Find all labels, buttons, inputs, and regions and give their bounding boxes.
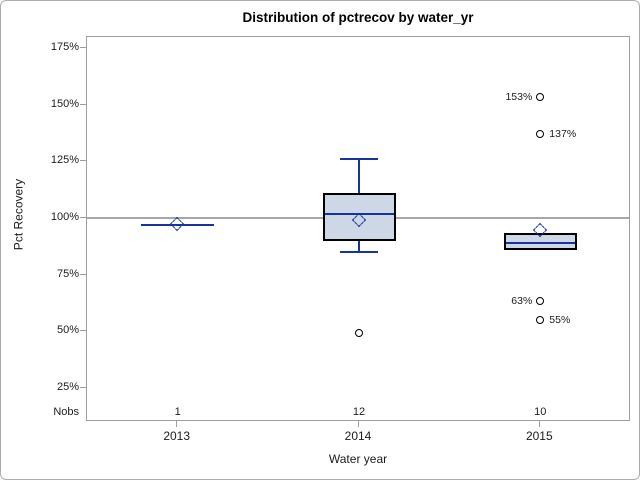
upper-whisker-cap [340,158,378,161]
x-tick-label: 2014 [344,429,372,443]
box [322,193,396,241]
outlier-label: 55% [549,313,571,326]
x-tick-mark [176,421,178,427]
median-line [505,241,575,244]
x-axis-title: Water year [328,452,388,466]
outlier-point [535,129,544,138]
nobs-value: 10 [534,406,547,418]
nobs-row-header: Nobs [53,406,79,418]
outlier-point [535,315,544,324]
lower-whisker-cap [340,251,378,253]
plot-area: 1 12 153% 137% 63% 55% 10 [86,36,630,421]
x-tick-label: 2013 [163,429,191,443]
y-tick-mark [80,330,86,332]
nobs-value: 1 [174,406,181,418]
y-tick-mark [80,47,86,48]
outlier-label: 153% [505,91,533,104]
y-tick-mark [80,160,86,162]
upper-whisker-line [358,159,360,194]
y-tick-label: 75% [56,267,79,280]
outlier-label: 137% [549,127,577,140]
y-tick-label: 175% [50,41,79,53]
outlier-point [535,93,544,102]
x-tick-mark [538,421,540,427]
box [503,232,577,250]
y-tick-label: 100% [50,211,79,223]
x-tick-label: 2015 [525,429,553,443]
y-tick-mark [80,217,86,218]
outlier-point [535,297,544,306]
y-tick-mark [80,103,86,105]
median-line [324,212,394,215]
outlier-label: 63% [511,295,533,308]
y-tick-label: 50% [56,324,79,337]
x-tick-mark [357,421,359,427]
degenerate-box-line [141,223,215,226]
lower-whisker-line [358,240,360,252]
chart-title: Distribution of pctrecov by water_yr [242,10,474,25]
y-tick-label: 125% [50,154,79,167]
y-tick-mark [80,387,86,388]
y-tick-label: 25% [56,381,79,393]
y-tick-label: 150% [50,97,79,110]
y-tick-mark [80,273,86,275]
outlier-point [354,329,363,338]
mean-diamond [170,217,185,232]
nobs-value: 12 [352,406,366,418]
